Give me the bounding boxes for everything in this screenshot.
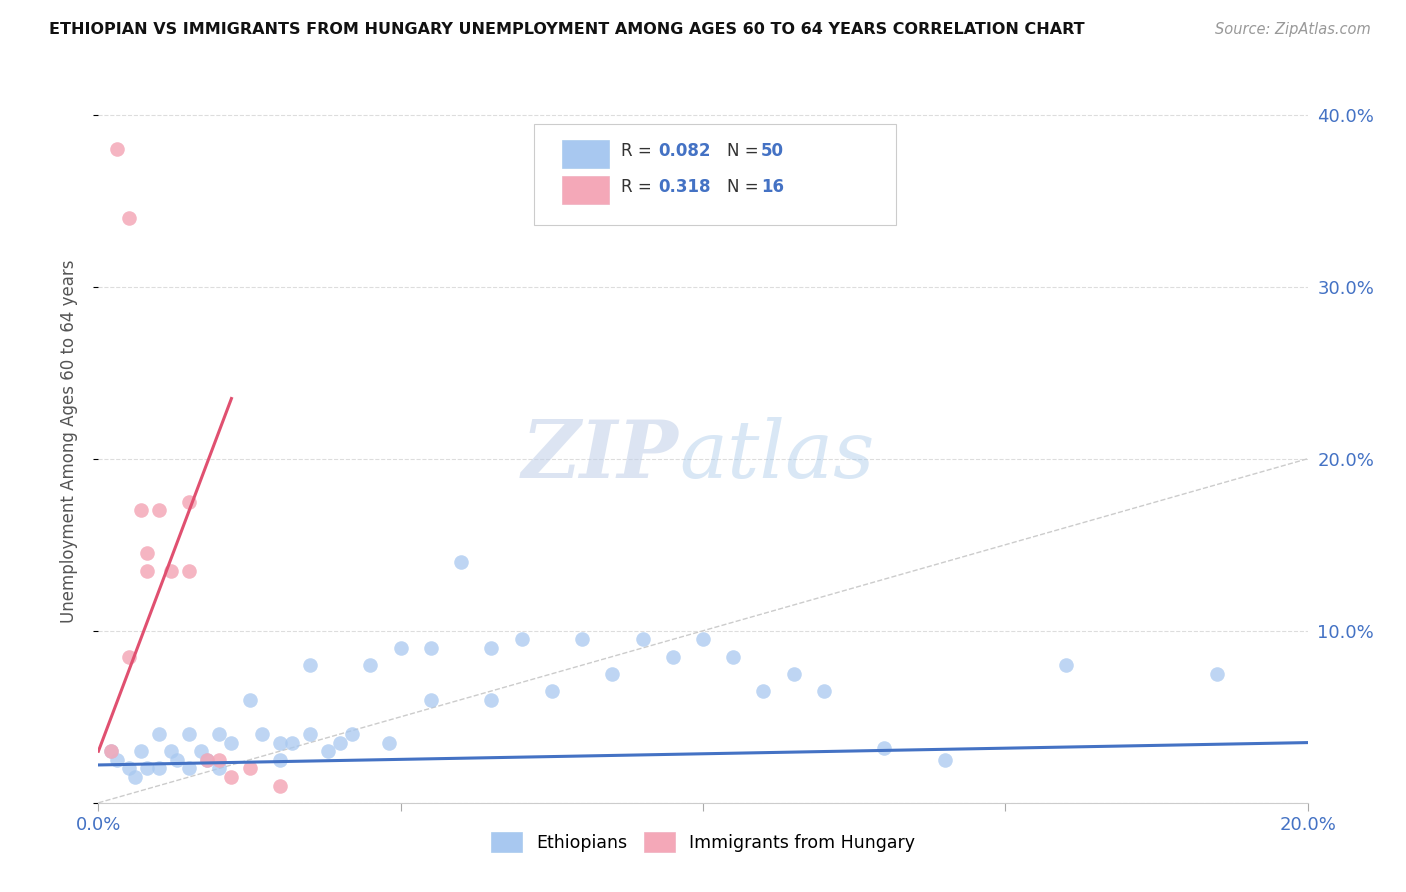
Point: [118, 649, 141, 664]
Point: [481, 692, 503, 706]
Text: atlas: atlas: [679, 417, 875, 495]
Point: [342, 727, 364, 741]
Point: [221, 770, 243, 784]
Point: [571, 632, 593, 647]
Point: [105, 142, 128, 156]
Point: [450, 555, 472, 569]
Text: ETHIOPIAN VS IMMIGRANTS FROM HUNGARY UNEMPLOYMENT AMONG AGES 60 TO 64 YEARS CORR: ETHIOPIAN VS IMMIGRANTS FROM HUNGARY UNE…: [49, 22, 1085, 37]
Text: R =: R =: [621, 178, 657, 196]
Point: [135, 564, 157, 578]
Point: [420, 640, 443, 655]
Point: [208, 753, 231, 767]
Text: N =: N =: [727, 178, 763, 196]
Text: 50: 50: [761, 142, 785, 160]
Point: [221, 735, 243, 749]
Point: [208, 761, 231, 775]
Text: 0.318: 0.318: [658, 178, 711, 196]
Point: [602, 666, 624, 681]
Legend: Ethiopians, Immigrants from Hungary: Ethiopians, Immigrants from Hungary: [484, 825, 922, 859]
Point: [124, 770, 146, 784]
Point: [540, 684, 562, 698]
Point: [316, 744, 339, 758]
Point: [269, 779, 291, 793]
Point: [179, 761, 201, 775]
Point: [160, 564, 183, 578]
Point: [129, 744, 152, 758]
Point: [329, 735, 352, 749]
Point: [166, 753, 188, 767]
Y-axis label: Unemployment Among Ages 60 to 64 years: Unemployment Among Ages 60 to 64 years: [59, 260, 77, 624]
Point: [250, 727, 273, 741]
Point: [420, 692, 443, 706]
Text: 16: 16: [761, 178, 785, 196]
Point: [239, 761, 262, 775]
Point: [148, 727, 170, 741]
Point: [160, 744, 183, 758]
Text: Source: ZipAtlas.com: Source: ZipAtlas.com: [1215, 22, 1371, 37]
Point: [377, 735, 399, 749]
Point: [179, 727, 201, 741]
Point: [510, 632, 533, 647]
Point: [783, 666, 806, 681]
Text: N =: N =: [727, 142, 763, 160]
Text: R =: R =: [621, 142, 657, 160]
Point: [100, 744, 122, 758]
Point: [661, 649, 683, 664]
Point: [723, 649, 745, 664]
FancyBboxPatch shape: [534, 124, 897, 225]
Point: [299, 727, 322, 741]
Point: [1206, 666, 1229, 681]
Point: [118, 211, 141, 225]
Point: [873, 740, 896, 755]
FancyBboxPatch shape: [561, 139, 609, 168]
Point: [208, 727, 231, 741]
Point: [934, 753, 956, 767]
Point: [631, 632, 654, 647]
Point: [269, 735, 291, 749]
Point: [195, 753, 218, 767]
Point: [269, 753, 291, 767]
Point: [105, 753, 128, 767]
FancyBboxPatch shape: [561, 176, 609, 204]
Point: [148, 761, 170, 775]
Point: [129, 503, 152, 517]
Point: [481, 640, 503, 655]
Point: [179, 494, 201, 508]
Point: [692, 632, 714, 647]
Point: [389, 640, 412, 655]
Point: [752, 684, 775, 698]
Point: [299, 658, 322, 673]
Point: [239, 692, 262, 706]
Point: [148, 503, 170, 517]
Point: [100, 744, 122, 758]
Point: [1054, 658, 1077, 673]
Point: [281, 735, 304, 749]
Point: [179, 564, 201, 578]
Point: [360, 658, 382, 673]
Point: [118, 761, 141, 775]
Point: [135, 546, 157, 560]
Text: 0.082: 0.082: [658, 142, 711, 160]
Point: [195, 753, 218, 767]
Point: [135, 761, 157, 775]
Point: [190, 744, 212, 758]
Point: [813, 684, 835, 698]
Text: ZIP: ZIP: [522, 417, 679, 495]
